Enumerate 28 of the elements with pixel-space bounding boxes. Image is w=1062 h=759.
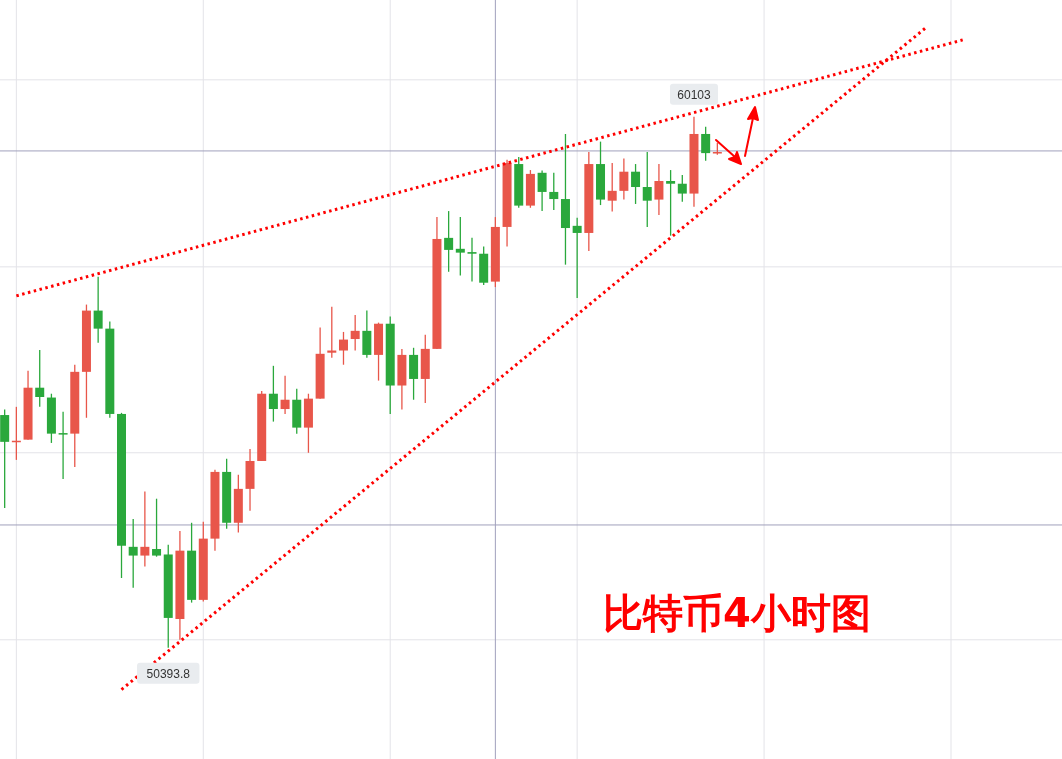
candlestick <box>467 237 477 283</box>
candlestick <box>93 276 103 344</box>
candlestick <box>701 126 711 162</box>
candlestick <box>666 169 676 237</box>
annotation: 50393.8 <box>146 666 191 681</box>
candlestick <box>58 411 68 480</box>
candlestick <box>140 490 150 568</box>
candlestick <box>549 172 559 211</box>
candlestick <box>537 169 547 212</box>
candlestick <box>631 163 641 205</box>
candlestick <box>654 163 664 216</box>
candlestick <box>327 306 337 359</box>
candlestick <box>280 375 290 415</box>
candlestick <box>572 216 582 299</box>
candlestick <box>350 314 360 352</box>
candlestick <box>455 216 465 277</box>
candlestick <box>268 365 278 423</box>
candlestick <box>152 498 162 558</box>
candlestick <box>677 174 687 203</box>
candlestick <box>35 349 45 408</box>
text: 比特币4小时图 <box>603 590 871 636</box>
annotation: 60103 <box>677 87 711 102</box>
candlestick <box>338 331 348 366</box>
candlestick <box>619 157 629 201</box>
candlestick <box>607 162 617 213</box>
candlestick <box>444 210 454 273</box>
candlestick <box>128 518 138 589</box>
candlestick <box>642 151 652 228</box>
